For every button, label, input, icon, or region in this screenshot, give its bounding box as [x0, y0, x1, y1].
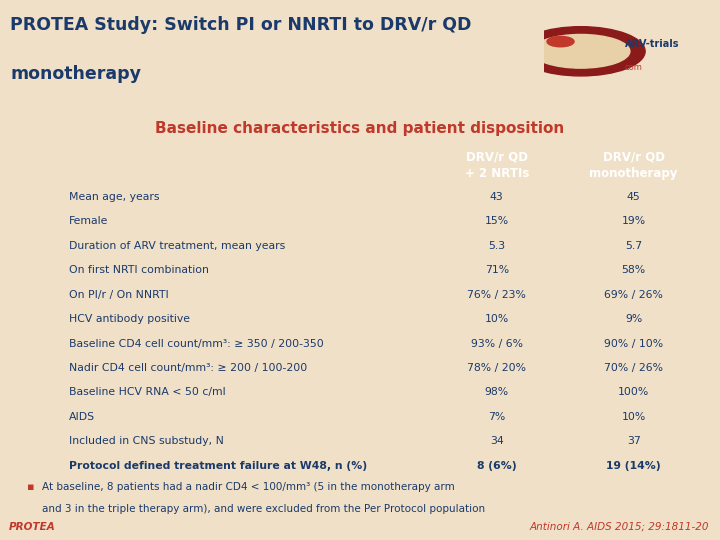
- Text: DRV/r QD
+ 2 NRTIs: DRV/r QD + 2 NRTIs: [464, 151, 529, 180]
- Text: 45: 45: [626, 192, 641, 202]
- Text: Baseline HCV RNA < 50 c/ml: Baseline HCV RNA < 50 c/ml: [69, 387, 226, 397]
- Text: Nadir CD4 cell count/mm³: ≥ 200 / 100-200: Nadir CD4 cell count/mm³: ≥ 200 / 100-20…: [69, 363, 307, 373]
- Text: 37: 37: [626, 436, 641, 446]
- Text: Protocol defined treatment failure at W48, n (%): Protocol defined treatment failure at W4…: [69, 461, 367, 471]
- Text: 19%: 19%: [621, 217, 646, 226]
- Text: 93% / 6%: 93% / 6%: [471, 339, 523, 348]
- Text: PROTEA: PROTEA: [9, 522, 55, 532]
- Text: 100%: 100%: [618, 387, 649, 397]
- Text: 10%: 10%: [485, 314, 509, 324]
- Text: Included in CNS substudy, N: Included in CNS substudy, N: [69, 436, 224, 446]
- Text: 90% / 10%: 90% / 10%: [604, 339, 663, 348]
- Text: 78% / 20%: 78% / 20%: [467, 363, 526, 373]
- Text: 43: 43: [490, 192, 504, 202]
- Text: and 3 in the triple therapy arm), and were excluded from the Per Protocol popula: and 3 in the triple therapy arm), and we…: [42, 504, 485, 515]
- Text: Baseline characteristics and patient disposition: Baseline characteristics and patient dis…: [156, 122, 564, 137]
- Text: At baseline, 8 patients had a nadir CD4 < 100/mm³ (5 in the monotherapy arm: At baseline, 8 patients had a nadir CD4 …: [42, 482, 454, 492]
- Text: ▪: ▪: [27, 482, 35, 492]
- Text: 5.3: 5.3: [488, 241, 505, 251]
- Text: Mean age, years: Mean age, years: [69, 192, 160, 202]
- Text: 8 (6%): 8 (6%): [477, 461, 517, 471]
- Text: 9%: 9%: [625, 314, 642, 324]
- Text: Duration of ARV treatment, mean years: Duration of ARV treatment, mean years: [69, 241, 285, 251]
- Text: 10%: 10%: [621, 412, 646, 422]
- Text: Female: Female: [69, 217, 109, 226]
- Text: 71%: 71%: [485, 265, 509, 275]
- Text: 19 (14%): 19 (14%): [606, 461, 661, 471]
- Text: On PI/r / On NNRTI: On PI/r / On NNRTI: [69, 289, 169, 300]
- Text: AIDS: AIDS: [69, 412, 95, 422]
- Circle shape: [547, 36, 574, 47]
- Text: ARV-trials: ARV-trials: [625, 38, 679, 49]
- Text: PROTEA Study: Switch PI or NNRTI to DRV/r QD: PROTEA Study: Switch PI or NNRTI to DRV/…: [10, 16, 472, 34]
- Text: com: com: [625, 63, 643, 72]
- Text: HCV antibody positive: HCV antibody positive: [69, 314, 190, 324]
- Text: monotherapy: monotherapy: [10, 65, 141, 83]
- Text: 7%: 7%: [488, 412, 505, 422]
- Ellipse shape: [532, 35, 630, 68]
- Text: DRV/r QD
monotherapy: DRV/r QD monotherapy: [590, 151, 678, 180]
- Text: Antinori A. AIDS 2015; 29:1811-20: Antinori A. AIDS 2015; 29:1811-20: [530, 522, 709, 532]
- Text: 5.7: 5.7: [625, 241, 642, 251]
- Circle shape: [516, 26, 645, 76]
- Text: 34: 34: [490, 436, 504, 446]
- Text: 76% / 23%: 76% / 23%: [467, 289, 526, 300]
- Text: 15%: 15%: [485, 217, 509, 226]
- Text: 70% / 26%: 70% / 26%: [604, 363, 663, 373]
- Text: On first NRTI combination: On first NRTI combination: [69, 265, 209, 275]
- Text: Baseline CD4 cell count/mm³: ≥ 350 / 200-350: Baseline CD4 cell count/mm³: ≥ 350 / 200…: [69, 339, 324, 348]
- Text: 98%: 98%: [485, 387, 509, 397]
- Text: 69% / 26%: 69% / 26%: [604, 289, 663, 300]
- Text: 58%: 58%: [621, 265, 646, 275]
